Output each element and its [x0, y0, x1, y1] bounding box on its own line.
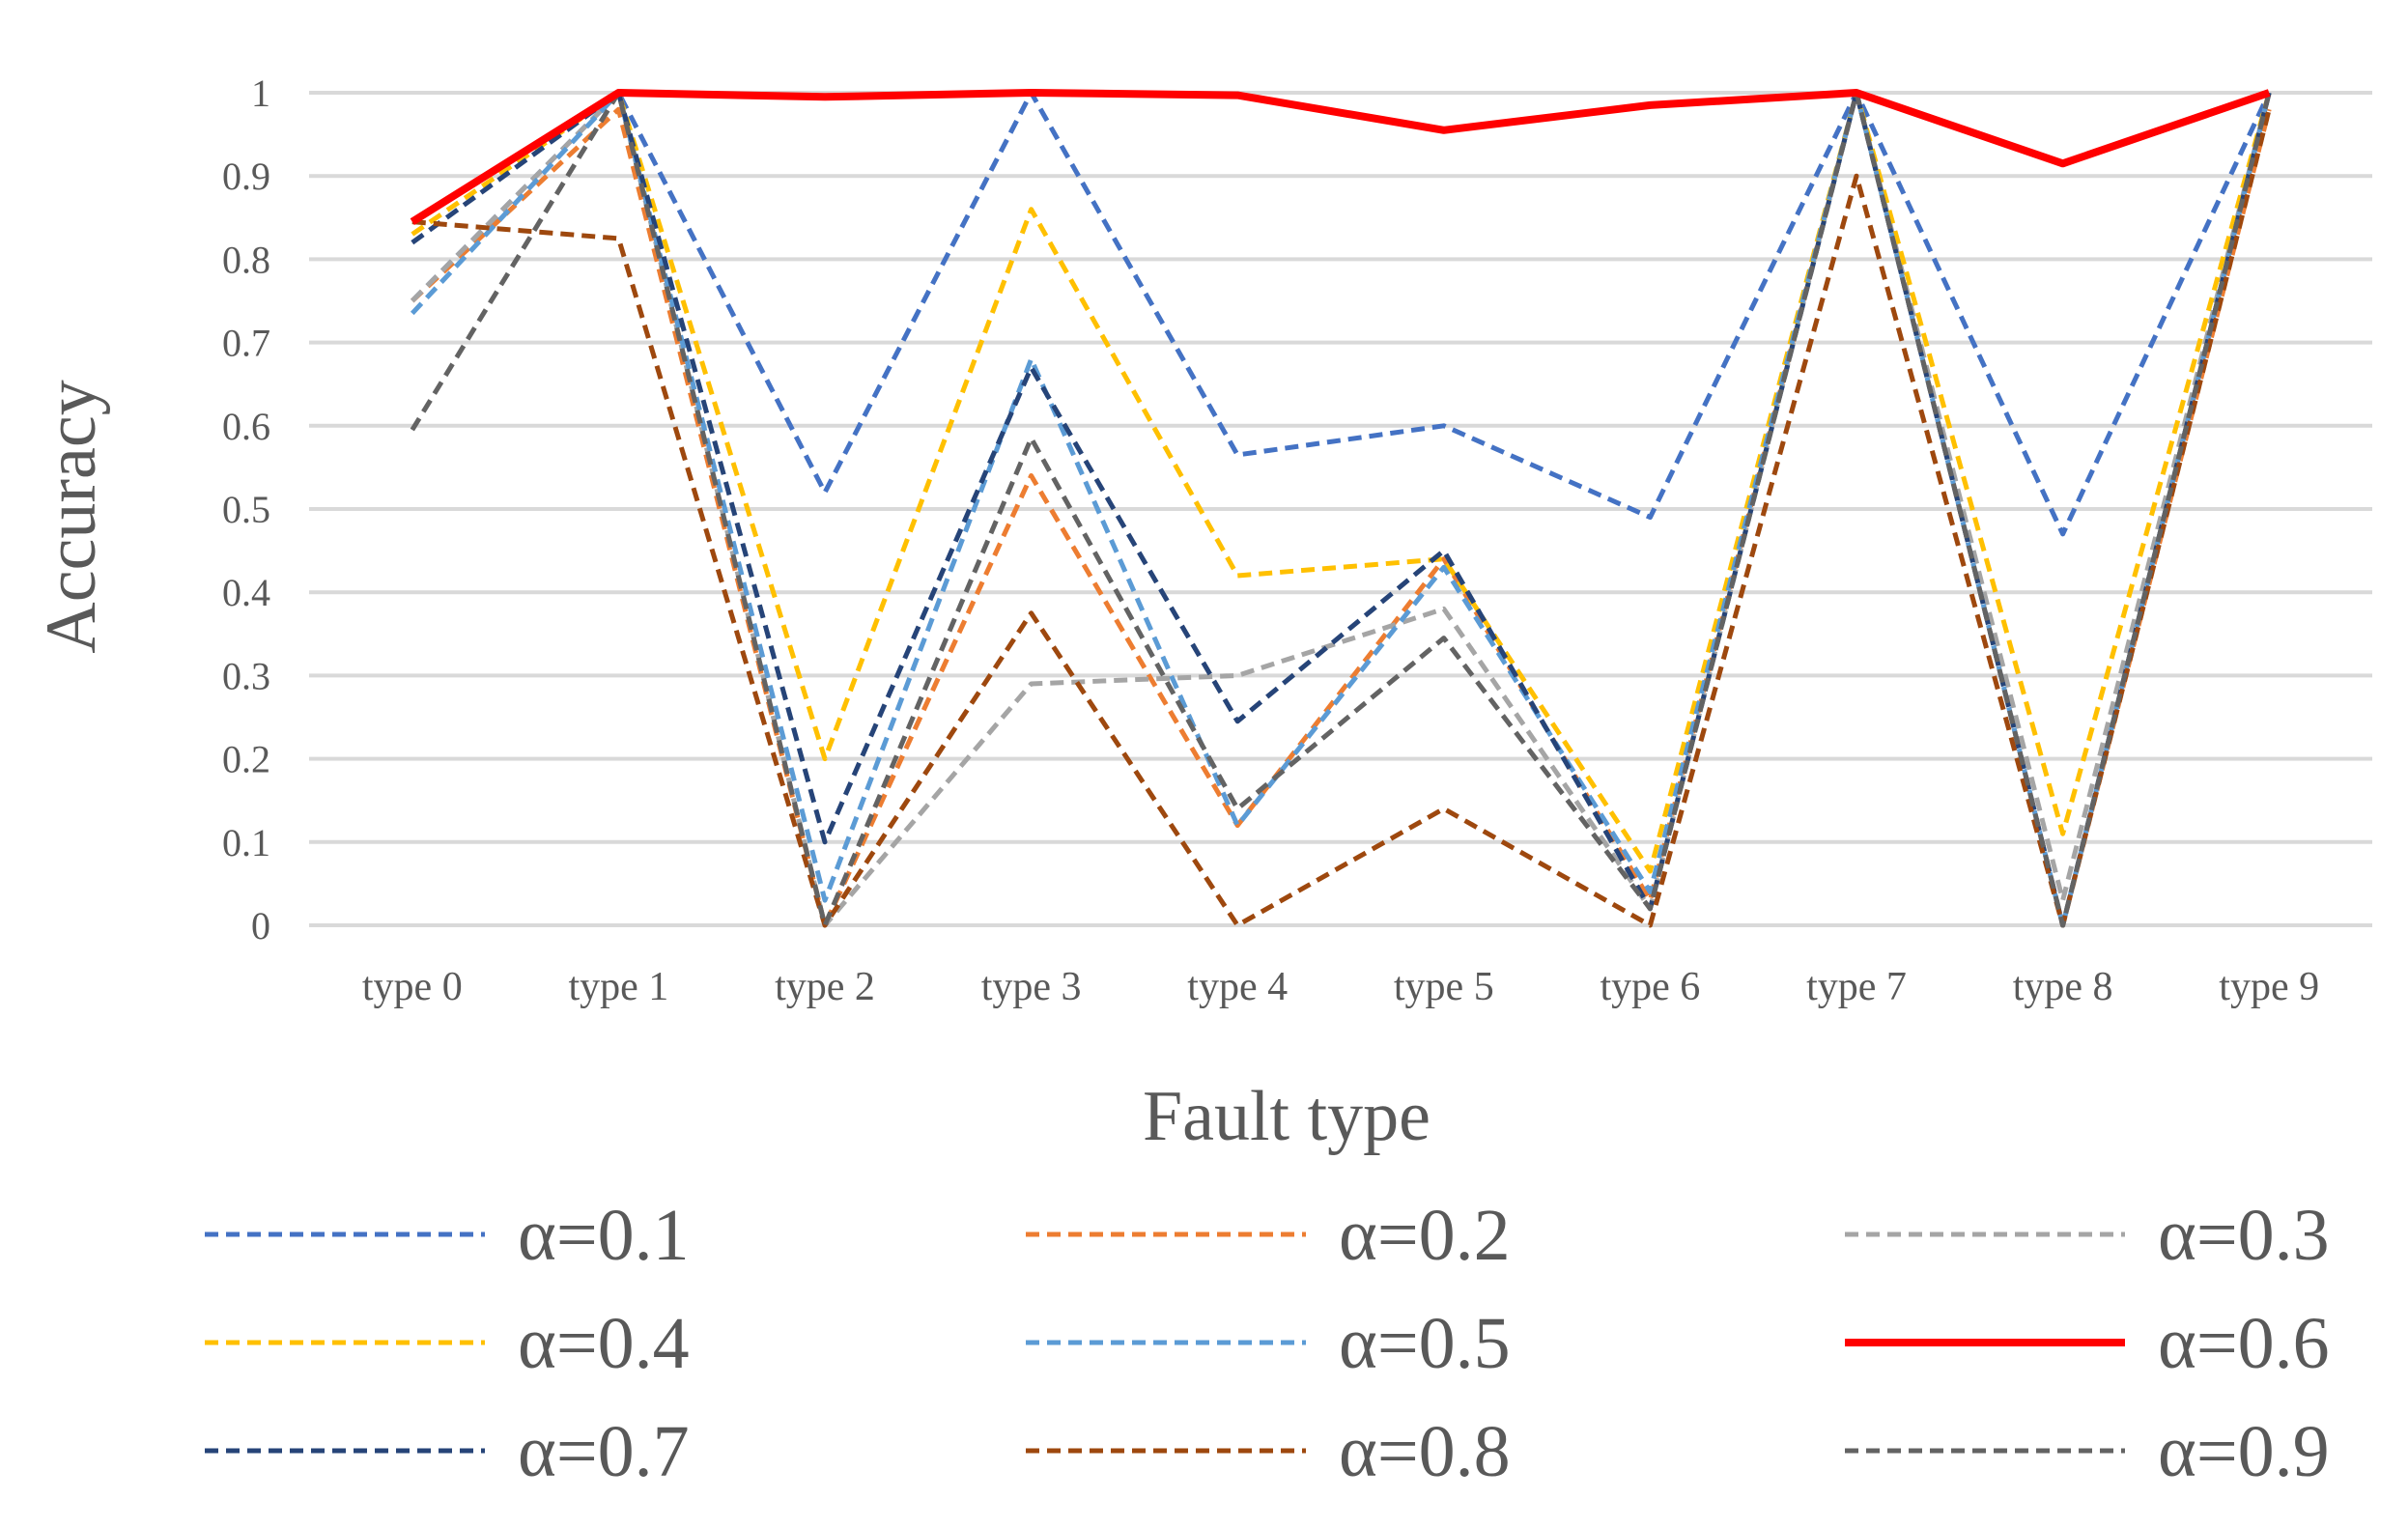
- y-tick-label: 0.8: [222, 238, 270, 281]
- series-line: [411, 90, 2272, 537]
- x-axis-title: Fault type: [1143, 1077, 1431, 1156]
- x-tick-label: type 1: [568, 965, 668, 1009]
- y-tick-label: 0.3: [222, 654, 270, 697]
- legend: α=0.1 α=0.2 α=0.3 α=0.4 α=0.5 α=0.6 α=0.7 α=0.8…: [205, 1195, 2330, 1492]
- series-line: [411, 108, 2272, 928]
- series-lines: [410, 89, 2272, 928]
- x-tick-label: type 5: [1394, 965, 1494, 1009]
- x-tick-label: type 2: [775, 965, 875, 1009]
- x-axis-ticks: type 0 type 1 type 2 type 3 type 4 type 5 type…: [362, 965, 2319, 1009]
- legend-label: α=0.6: [2158, 1303, 2330, 1384]
- legend-label: α=0.3: [2158, 1195, 2330, 1276]
- legend-label: α=0.5: [1339, 1303, 1511, 1384]
- x-tick-label: type 8: [2013, 965, 2113, 1009]
- y-tick-label: 0.2: [222, 738, 270, 781]
- y-tick-label: 0.9: [222, 155, 270, 198]
- x-tick-label: type 7: [1806, 965, 1907, 1009]
- y-tick-label: 0.7: [222, 322, 270, 365]
- y-tick-label: 0.4: [222, 571, 270, 614]
- y-tick-label: 0: [251, 904, 270, 948]
- legend-label: α=0.4: [518, 1303, 690, 1384]
- x-tick-label: type 3: [981, 965, 1082, 1009]
- x-tick-label: type 4: [1187, 965, 1288, 1009]
- y-tick-label: 0.1: [222, 821, 270, 864]
- x-tick-label: type 9: [2219, 965, 2319, 1009]
- series-line: [411, 90, 2272, 928]
- legend-label: α=0.2: [1339, 1195, 1511, 1276]
- y-tick-label: 0.5: [222, 488, 270, 531]
- x-tick-label: type 0: [362, 965, 463, 1009]
- gridlines: [309, 91, 2372, 927]
- series-line: [410, 90, 2272, 928]
- series-line: [411, 90, 2272, 874]
- legend-label: α=0.7: [518, 1411, 690, 1492]
- series-line: [410, 89, 2271, 225]
- legend-label: α=0.1: [518, 1195, 690, 1276]
- y-axis-title: Accuracy: [32, 380, 111, 653]
- legend-label: α=0.9: [2158, 1411, 2330, 1492]
- x-tick-label: type 6: [1600, 965, 1700, 1009]
- y-tick-label: 0.6: [222, 405, 270, 448]
- y-axis-ticks: 0 0.1 0.2 0.3 0.4 0.5 0.6 0.7 0.8 0.9 1: [222, 71, 270, 948]
- y-tick-label: 1: [251, 71, 270, 115]
- legend-label: α=0.8: [1339, 1411, 1511, 1492]
